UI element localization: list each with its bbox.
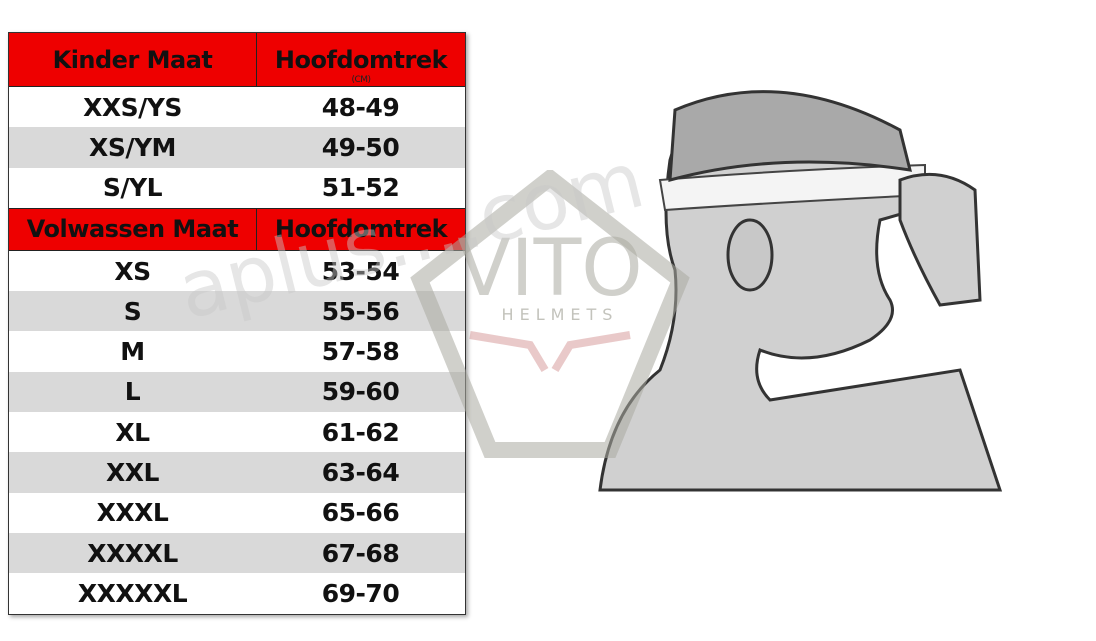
size-row: XXXXXL 69-70 xyxy=(9,573,465,613)
circumference-cell: 51-52 xyxy=(321,173,400,203)
circ-header-label: Hoofdomtrek xyxy=(274,45,448,74)
size-row: XL 61-62 xyxy=(9,412,465,452)
kids-size-header: Kinder Maat xyxy=(52,45,213,74)
unit-label: (CM) xyxy=(351,75,371,85)
size-row: XXS/YS 48-49 xyxy=(9,87,465,127)
size-cell: XXS/YS xyxy=(83,92,182,122)
size-cell: XXXL xyxy=(96,498,169,528)
size-row: M 57-58 xyxy=(9,331,465,371)
circumference-cell: 48-49 xyxy=(321,92,400,122)
circumference-cell: 57-58 xyxy=(321,337,400,367)
circumference-cell: 65-66 xyxy=(321,498,400,528)
circumference-cell: 63-64 xyxy=(321,458,400,488)
size-cell: S xyxy=(123,296,142,326)
size-cell: M xyxy=(120,337,145,367)
circumference-cell: 67-68 xyxy=(321,538,400,568)
size-row: S/YL 51-52 xyxy=(9,168,465,208)
head-measurement-illustration xyxy=(598,90,1003,492)
size-cell: S/YL xyxy=(102,173,163,203)
size-cell: XXL xyxy=(106,458,159,488)
kids-circ-header: Hoofdomtrek (CM) xyxy=(256,33,465,86)
size-row: S 55-56 xyxy=(9,291,465,332)
size-cell: XL xyxy=(115,417,150,447)
circumference-cell: 69-70 xyxy=(321,578,400,608)
size-row: XXXXL 67-68 xyxy=(9,532,465,574)
size-chart-table: Kinder Maat Hoofdomtrek (CM) XXS/YS 48-49… xyxy=(8,32,466,615)
size-cell: L xyxy=(124,377,141,407)
circumference-cell: 59-60 xyxy=(321,377,400,407)
circumference-cell: 53-54 xyxy=(321,256,400,286)
size-cell: XXXXXL xyxy=(77,578,188,608)
size-row: XS/YM 49-50 xyxy=(9,127,465,168)
adult-size-header: Volwassen Maat xyxy=(26,215,239,244)
kids-header-row: Kinder Maat Hoofdomtrek (CM) xyxy=(9,33,465,87)
circumference-cell: 49-50 xyxy=(321,132,400,162)
size-row: XS 53-54 xyxy=(9,251,465,291)
size-row: XXXL 65-66 xyxy=(9,493,465,533)
circumference-cell: 55-56 xyxy=(321,296,400,326)
size-cell: XXXXL xyxy=(87,538,178,568)
size-row: L 59-60 xyxy=(9,371,465,413)
size-cell: XS/YM xyxy=(89,132,176,162)
size-row: XXL 63-64 xyxy=(9,452,465,493)
circumference-cell: 61-62 xyxy=(321,417,400,447)
size-cell: XS xyxy=(114,256,151,286)
